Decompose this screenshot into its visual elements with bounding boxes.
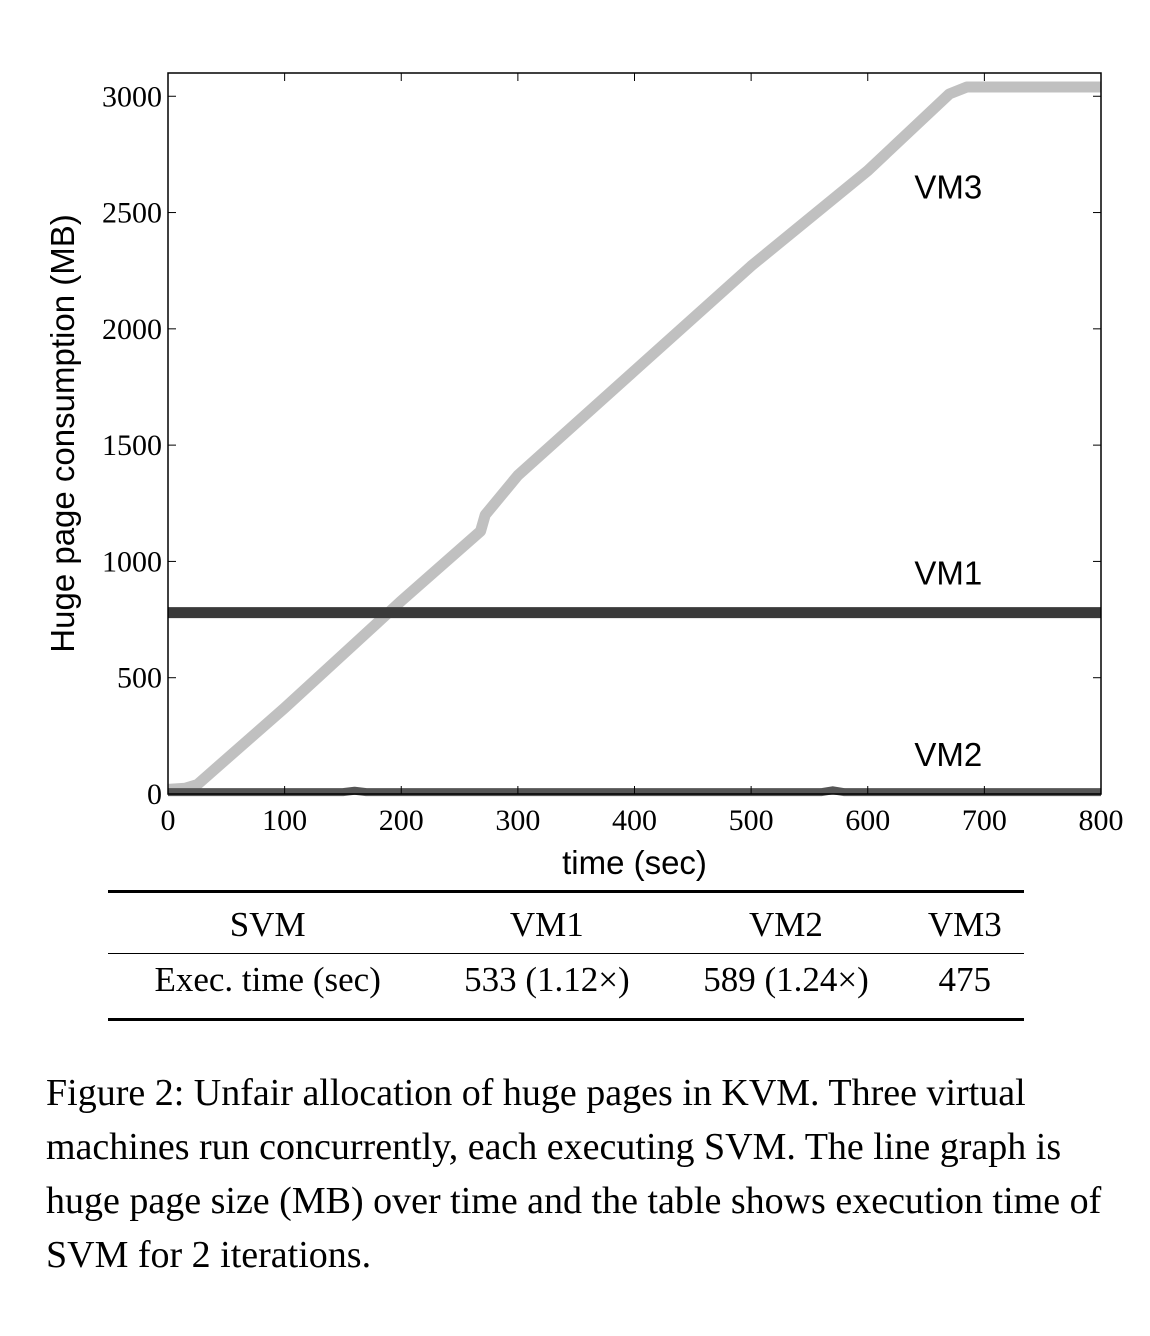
series-label: VM2: [914, 736, 982, 773]
cell: 533 (1.12×): [464, 960, 630, 999]
line-chart: 0 100 200 300 400 500 600 700 800 0 500 1000 1500 200…: [44, 72, 1124, 881]
series-line-vm3: [167, 81, 1101, 795]
exec-time-table: SVM VM1 VM2 VM3 Exec. time (sec) 533 (1.12×)…: [108, 890, 1024, 1021]
y-tick-label: 1500: [102, 429, 162, 462]
y-axis-label: Huge page consumption (MB): [44, 214, 81, 652]
y-tick-label: 2500: [102, 197, 162, 230]
series-label: VM1: [914, 555, 982, 592]
y-tick-label: 1000: [102, 545, 162, 578]
x-tick-label: 700: [962, 804, 1007, 837]
x-tick-label: 800: [1079, 804, 1124, 837]
cell: 475: [938, 960, 992, 999]
y-tick-label: 3000: [102, 80, 162, 113]
x-tick-label: 300: [495, 804, 540, 837]
series-line-vm2: [168, 786, 1101, 797]
x-tick-label: 200: [379, 804, 424, 837]
header-cell: VM2: [666, 891, 906, 954]
y-tick-label: 500: [117, 662, 162, 695]
y-tick-label: 2000: [102, 313, 162, 346]
header-cell: VM3: [905, 891, 1024, 954]
series-label: VM3: [914, 169, 982, 206]
cell: 589 (1.24×): [703, 960, 869, 999]
x-tick-label: 500: [729, 804, 774, 837]
y-tick-label: 0: [147, 778, 162, 811]
x-tick-label: 600: [845, 804, 890, 837]
x-tick-label: 0: [161, 804, 176, 837]
cell: Exec. time (sec): [154, 960, 381, 999]
x-tick-label: 100: [262, 804, 307, 837]
x-tick-label: 400: [612, 804, 657, 837]
table-row: Exec. time (sec) 533 (1.12×) 589 (1.24×) 47…: [108, 954, 1024, 1020]
header-cell: VM1: [427, 891, 667, 954]
figure-caption: Figure 2: Unfair allocation of huge page…: [46, 1072, 1102, 1276]
x-axis-label: time (sec): [562, 844, 707, 881]
header-cell: SVM: [108, 891, 428, 954]
